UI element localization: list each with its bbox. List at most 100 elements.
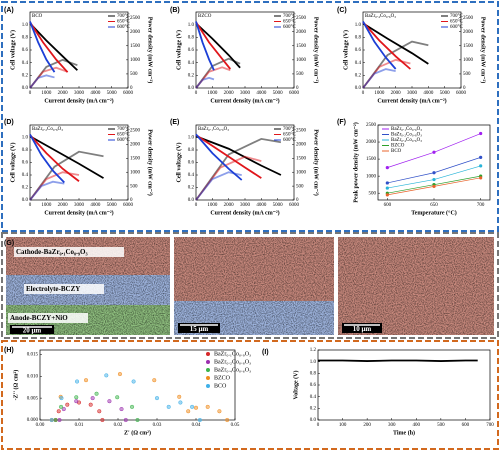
- point: [197, 417, 202, 423]
- legend-label: 600°C: [117, 138, 130, 143]
- panel-label: (G): [4, 240, 14, 247]
- x-tick-label: 0.04: [192, 423, 201, 428]
- label-box: [8, 313, 88, 323]
- x-tick-label: 700: [486, 423, 494, 428]
- panel-label: (D): [4, 119, 14, 126]
- point: [57, 417, 62, 423]
- y-tick-label: 0.2: [188, 73, 195, 78]
- legend-marker: [206, 384, 210, 388]
- legend-label: 700°C: [450, 14, 463, 19]
- legend-label: 700°C: [117, 14, 130, 19]
- legend-label: BCO: [391, 149, 402, 154]
- legend-label: BaZr₀.₄Co₀.₆O₃: [391, 138, 422, 143]
- voltage-line: [29, 21, 56, 73]
- panel-label: (E): [170, 119, 179, 126]
- panel-title: BZCO: [198, 14, 212, 19]
- y-tick-label: 1.0: [355, 23, 362, 28]
- y2-tick-label: 2000: [130, 143, 141, 148]
- voltage-line: [362, 21, 411, 70]
- point: [115, 395, 120, 400]
- x-tick-label: 3000: [74, 91, 85, 96]
- plot-frame: [362, 11, 462, 89]
- point: [74, 399, 79, 404]
- legend-marker: [206, 376, 210, 380]
- power-line: [195, 155, 262, 201]
- voltage-line: [362, 22, 429, 65]
- legend-label: 650°C: [117, 133, 130, 138]
- power-line: [29, 66, 68, 89]
- y-tick-label: 0.6: [188, 48, 195, 53]
- y-tick-label: 0.0: [310, 418, 317, 423]
- y-tick-label: 1.0: [22, 23, 29, 28]
- y-tick-label: 1.2: [310, 348, 317, 353]
- plot-frame: [195, 124, 295, 201]
- y-tick-label: 0.4: [188, 173, 195, 178]
- frame-bottom: [1, 340, 499, 450]
- x-tick-label: 2000: [224, 91, 235, 96]
- x-tick-label: 3000: [74, 203, 85, 208]
- legend-label: BZCO: [214, 375, 231, 381]
- y2-tick-label: 2500: [463, 16, 474, 21]
- point: [432, 184, 436, 188]
- legend-label: 700°C: [283, 127, 296, 132]
- scale-bar-box: [342, 323, 382, 333]
- y2-tick-label: 2500: [296, 16, 307, 21]
- point: [385, 186, 389, 190]
- power-line: [195, 57, 241, 89]
- y-tick-label: 0.005: [27, 396, 39, 401]
- legend-label: BaZr₀.₂Co₀.₈O₃: [391, 133, 422, 138]
- x-axis-label: Temperature (°C): [411, 209, 457, 216]
- point: [166, 404, 171, 409]
- frame-top: [1, 1, 499, 232]
- y2-tick-label: 2500: [296, 129, 307, 134]
- y-axis-label: Voltage (V): [292, 371, 299, 400]
- point: [178, 400, 183, 405]
- legend-label: BCO: [214, 383, 227, 389]
- y-tick-label: 0.8: [310, 371, 317, 376]
- point: [479, 131, 483, 136]
- point: [74, 395, 79, 400]
- x-axis-label: Time (h): [393, 429, 415, 436]
- panel-title: BaZr₀.₄Co₀.₆O₃: [365, 14, 396, 19]
- x-axis-label: Current density (mA cm⁻²): [377, 97, 446, 104]
- legend-marker: [206, 360, 210, 364]
- x-tick-label: 0: [195, 203, 198, 208]
- y-tick-label: 1.0: [310, 360, 317, 365]
- x-axis-label: Current density (mA cm⁻²): [44, 97, 113, 104]
- y2-tick-label: 1500: [296, 156, 307, 161]
- point: [100, 417, 105, 423]
- x-tick-label: 300: [388, 423, 396, 428]
- y-tick-label: 0.6: [22, 161, 29, 166]
- point: [104, 373, 109, 378]
- x-tick-label: 6000: [123, 91, 134, 96]
- y-tick-label: 2500: [366, 123, 377, 128]
- voltage-line: [362, 21, 397, 70]
- x-tick-label: 0: [29, 203, 32, 208]
- point: [119, 407, 124, 412]
- point: [385, 166, 389, 170]
- scale-bar-label: 20 μm: [23, 327, 42, 335]
- plot-frame: [29, 124, 129, 201]
- legend-label: 700°C: [283, 14, 296, 19]
- point: [135, 417, 140, 423]
- y2-axis-label: Power density (mW cm⁻²): [313, 17, 320, 84]
- y-tick-label: 0.8: [188, 148, 195, 153]
- y-tick-label: 1500: [366, 157, 377, 162]
- y2-tick-label: 500: [130, 72, 138, 77]
- y-tick-label: 0.8: [22, 35, 29, 40]
- x-tick-label: 5000: [107, 91, 118, 96]
- panel-title: BaZr₀.₁Co₀.₉O₃: [198, 127, 229, 132]
- x-tick-label: 400: [413, 423, 421, 428]
- y2-tick-label: 0: [463, 86, 466, 91]
- legend-label: 600°C: [283, 25, 296, 30]
- y-tick-label: 1.0: [188, 23, 195, 28]
- power-line: [195, 76, 215, 89]
- point: [56, 409, 61, 414]
- voltage-line: [195, 21, 232, 70]
- y2-tick-label: 2500: [130, 129, 141, 134]
- legend-marker: [206, 352, 210, 356]
- x-tick-label: 650: [430, 203, 438, 208]
- legend-label: BaZr₀.₁Co₀.₉O₃: [391, 127, 422, 132]
- y2-tick-label: 2000: [463, 30, 474, 35]
- micrographs: (G) Cathode-BaZr₀.₁Co₀.₉O₃ Electrolyte-B…: [4, 237, 494, 335]
